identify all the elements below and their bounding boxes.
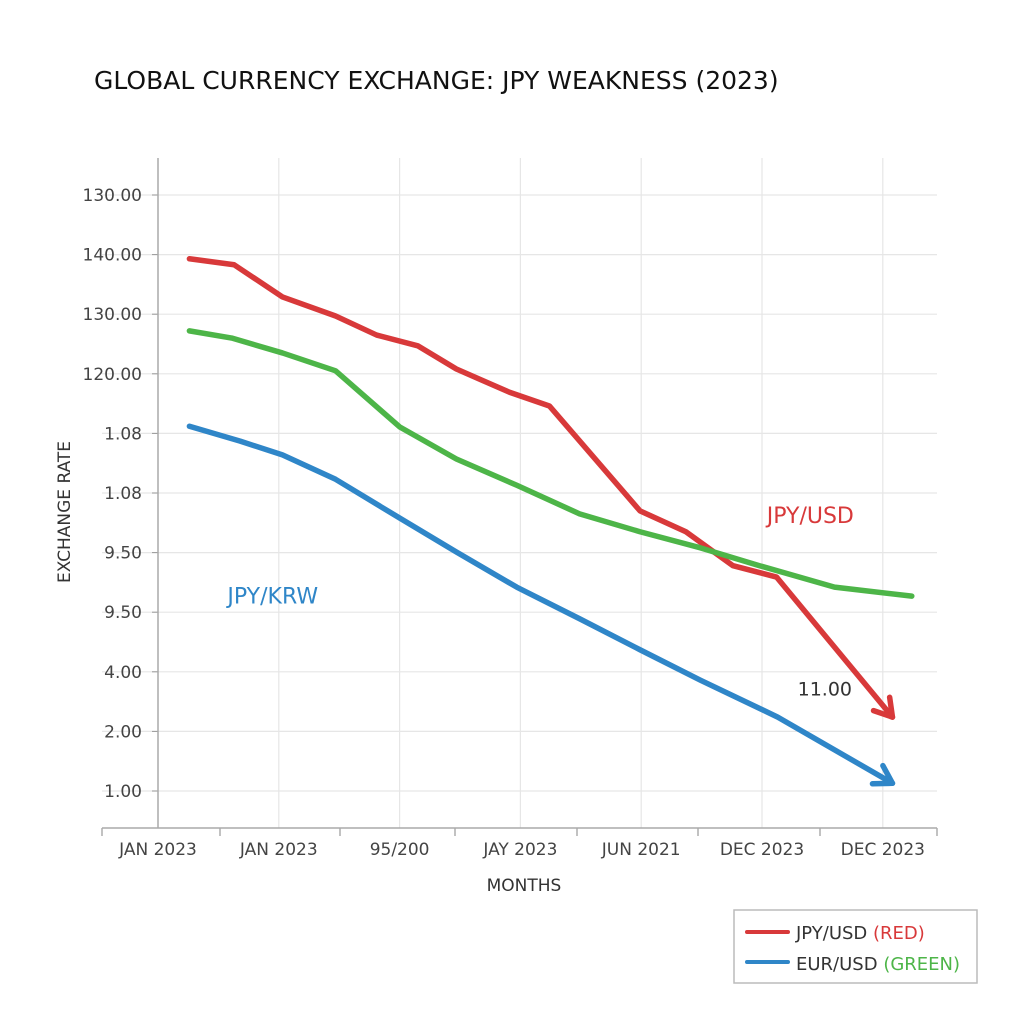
x-tick-label: 95/200 bbox=[370, 840, 430, 860]
legend: JPY/USD (RED) EUR/USD (GREEN) bbox=[734, 910, 977, 983]
annotation-label: JPY/KRW bbox=[225, 584, 318, 609]
y-tick-label: 120.00 bbox=[83, 365, 142, 385]
x-tick-label: JUN 2021 bbox=[601, 840, 681, 860]
y-axis-label: EXCHANGE RATE bbox=[55, 441, 75, 583]
annotations: JPY/USD JPY/KRW 11.00 bbox=[225, 504, 853, 701]
y-tick-label: 130.00 bbox=[83, 186, 142, 206]
grid bbox=[102, 158, 937, 828]
annotation-label: JPY/USD bbox=[765, 504, 854, 529]
chart-title: GLOBAL CURRENCY EXCHANGE: JPY WEAKNESS (… bbox=[94, 66, 779, 95]
legend-entry-eur-usd: EUR/USD (GREEN) bbox=[796, 954, 960, 975]
x-tick-label: JAN 2023 bbox=[239, 840, 318, 860]
x-tick-label: JAY 2023 bbox=[482, 840, 557, 860]
y-tick-label: 130.00 bbox=[83, 305, 142, 325]
y-tick-label: 9.50 bbox=[104, 544, 142, 564]
series-line-jpy-usd bbox=[189, 259, 892, 717]
y-tick-label: 1.08 bbox=[104, 484, 142, 504]
y-tick-label: 140.00 bbox=[83, 246, 142, 266]
y-axis-ticks: 1.00 2.00 4.00 9.50 9.50 1.08 1.08 120.00 130.00… bbox=[83, 186, 142, 802]
y-tick-label: 4.00 bbox=[104, 663, 142, 683]
x-axis-ticks: JAN 2023 JAN 2023 95/200 JAY 2023 JUN 2021 DE… bbox=[118, 840, 925, 860]
y-tick-label: 1.00 bbox=[104, 782, 142, 802]
x-tick-label: JAN 2023 bbox=[118, 840, 197, 860]
x-tick-label: DEC 2023 bbox=[720, 840, 804, 860]
x-tick-label: DEC 2023 bbox=[841, 840, 925, 860]
annotation-label: 11.00 bbox=[798, 679, 852, 701]
x-axis-label: MONTHS bbox=[487, 876, 562, 896]
y-tick-label: 2.00 bbox=[104, 722, 142, 742]
legend-entry-jpy-usd: JPY/USD (RED) bbox=[795, 923, 925, 944]
y-tick-label: 9.50 bbox=[104, 603, 142, 623]
y-tick-label: 1.08 bbox=[104, 424, 142, 444]
